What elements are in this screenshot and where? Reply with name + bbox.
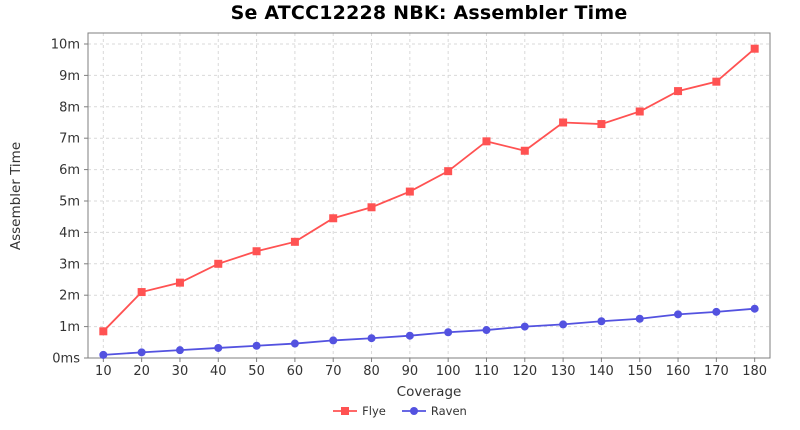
x-tick-label: 110 xyxy=(474,364,499,379)
series-flye xyxy=(99,44,759,336)
y-tick-label: 4m xyxy=(59,226,80,241)
x-tick-label: 80 xyxy=(363,364,380,379)
data-point-marker xyxy=(559,118,568,127)
data-point-marker xyxy=(482,137,491,146)
y-tick-label: 0ms xyxy=(52,352,80,367)
x-tick-label: 40 xyxy=(210,364,227,379)
data-point-marker xyxy=(99,350,108,359)
y-tick-label: 5m xyxy=(59,194,80,209)
plot-border xyxy=(87,32,771,359)
data-point-marker xyxy=(674,310,683,319)
data-point-marker xyxy=(482,326,491,335)
data-point-marker xyxy=(405,331,414,340)
series-raven xyxy=(99,304,759,359)
x-tick-label: 10 xyxy=(95,364,112,379)
legend-label: Raven xyxy=(430,404,467,418)
x-tick-label: 130 xyxy=(551,364,576,379)
gridlines xyxy=(88,33,770,358)
data-point-marker xyxy=(712,77,721,86)
legend-item-raven: Raven xyxy=(401,404,467,418)
x-tick-label: 150 xyxy=(627,364,652,379)
data-point-marker xyxy=(712,307,721,316)
chart-title: Se ATCC12228 NBK: Assembler Time xyxy=(230,2,628,24)
x-tick-label: 180 xyxy=(742,364,767,379)
x-tick-label: 70 xyxy=(325,364,342,379)
data-point-marker xyxy=(137,288,146,297)
data-point-marker xyxy=(597,120,606,129)
y-tick-label: 3m xyxy=(59,257,80,272)
data-point-marker xyxy=(444,328,453,337)
legend-label: Flye xyxy=(362,404,386,418)
data-point-marker xyxy=(405,187,414,196)
data-point-marker xyxy=(252,247,261,256)
x-tick-label: 30 xyxy=(172,364,189,379)
flye-legend-marker-icon xyxy=(333,407,358,415)
data-point-marker xyxy=(635,314,644,323)
x-tick-label: 170 xyxy=(704,364,729,379)
y-tick-label: 2m xyxy=(59,289,80,304)
x-tick-label: 100 xyxy=(436,364,461,379)
x-axis-title: Coverage xyxy=(396,384,462,400)
data-point-marker xyxy=(674,87,683,96)
x-tick-label: 50 xyxy=(248,364,265,379)
data-point-marker xyxy=(520,322,529,331)
data-point-marker xyxy=(175,278,184,287)
x-tick-label: 20 xyxy=(133,364,150,379)
y-tick-label: 6m xyxy=(59,163,80,178)
data-point-marker xyxy=(750,44,759,53)
y-axis-ticks: 0ms 1m 2m 3m 4m 5m 6m 7m 8m 9m 10m xyxy=(51,37,88,367)
legend: Flye Raven xyxy=(0,404,800,418)
data-point-marker xyxy=(444,167,453,176)
y-tick-label: 7m xyxy=(59,132,80,147)
data-point-marker xyxy=(597,317,606,326)
y-tick-label: 10m xyxy=(51,37,80,52)
data-point-marker xyxy=(750,304,759,313)
data-point-marker xyxy=(635,107,644,116)
data-point-marker xyxy=(175,346,184,355)
data-point-marker xyxy=(99,327,108,336)
data-point-marker xyxy=(367,203,376,212)
raven-line xyxy=(103,307,755,356)
data-point-marker xyxy=(329,214,338,223)
x-tick-label: 160 xyxy=(666,364,691,379)
data-point-marker xyxy=(252,341,261,350)
data-point-marker xyxy=(214,343,223,352)
x-tick-label: 90 xyxy=(402,364,419,379)
x-tick-label: 120 xyxy=(512,364,537,379)
data-point-marker xyxy=(520,146,529,155)
y-tick-label: 8m xyxy=(59,100,80,115)
x-tick-label: 60 xyxy=(287,364,304,379)
data-point-marker xyxy=(367,334,376,343)
data-point-marker xyxy=(137,348,146,357)
data-point-marker xyxy=(214,259,223,268)
x-axis-ticks: 10 20 30 40 50 60 70 80 90 100 110 120 130 140 150 160 1… xyxy=(95,358,767,379)
y-tick-label: 9m xyxy=(59,69,80,84)
legend-item-flye: Flye xyxy=(333,404,386,418)
data-point-marker xyxy=(290,339,299,348)
raven-legend-marker-icon xyxy=(401,407,426,415)
data-point-marker xyxy=(290,237,299,246)
data-point-marker xyxy=(329,336,338,345)
data-point-marker xyxy=(559,320,568,329)
y-tick-label: 1m xyxy=(59,320,80,335)
flye-line xyxy=(102,48,756,332)
x-tick-label: 140 xyxy=(589,364,614,379)
